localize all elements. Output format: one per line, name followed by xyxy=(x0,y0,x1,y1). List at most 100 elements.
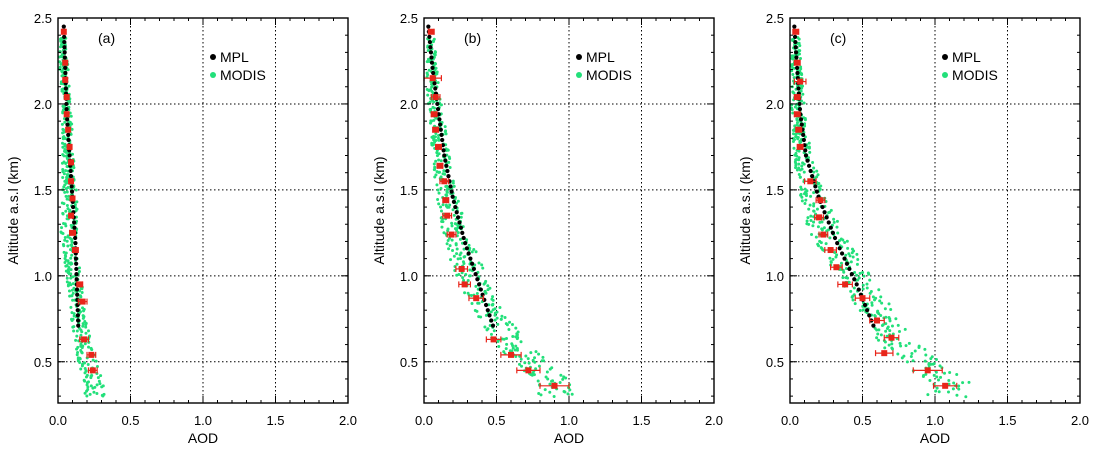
x-tick-label: 1.0 xyxy=(560,413,578,428)
modis-point xyxy=(469,293,473,297)
modis-point xyxy=(896,352,900,356)
modis-point xyxy=(98,382,102,386)
mean-marker xyxy=(76,281,83,288)
modis-point xyxy=(477,301,481,305)
modis-point xyxy=(795,168,799,172)
modis-point xyxy=(432,100,436,104)
modis-point xyxy=(427,68,431,72)
mean-marker xyxy=(827,247,834,254)
modis-point xyxy=(64,187,68,191)
x-tick-label: 1.5 xyxy=(266,413,284,428)
modis-point xyxy=(66,284,70,288)
modis-point xyxy=(934,370,938,374)
modis-point xyxy=(924,372,928,376)
modis-point xyxy=(100,393,104,397)
modis-point xyxy=(913,349,917,353)
modis-point xyxy=(888,319,892,323)
modis-point xyxy=(77,266,81,270)
modis-point xyxy=(861,283,865,287)
legend-label-modis: MODIS xyxy=(586,67,632,83)
modis-point xyxy=(514,326,518,330)
y-tick-label: 1.0 xyxy=(766,269,784,284)
modis-point xyxy=(436,197,440,201)
modis-point xyxy=(793,124,797,128)
modis-point xyxy=(807,207,811,211)
modis-point xyxy=(957,384,961,388)
panel-label: (c) xyxy=(830,30,846,46)
modis-point xyxy=(493,313,497,317)
mpl-point xyxy=(75,292,80,297)
legend-label-mpl: MPL xyxy=(220,49,249,65)
modis-point xyxy=(486,284,490,288)
modis-point xyxy=(70,294,74,298)
modis-point xyxy=(65,239,69,243)
y-tick-label: 0.5 xyxy=(766,355,784,370)
mpl-point xyxy=(426,24,431,29)
modis-point xyxy=(66,234,70,238)
modis-point xyxy=(65,280,69,284)
modis-point xyxy=(802,192,806,196)
mpl-point xyxy=(803,148,808,153)
modis-point xyxy=(90,348,94,352)
modis-point xyxy=(534,350,538,354)
mpl-point xyxy=(797,101,802,107)
modis-point xyxy=(426,93,430,97)
legend: MPL MODIS xyxy=(210,49,266,83)
mpl-point xyxy=(74,287,80,292)
x-axis-title: AOD xyxy=(188,430,218,446)
modis-point xyxy=(809,214,813,218)
modis-point xyxy=(801,92,805,96)
modis-point xyxy=(809,194,813,198)
mpl-point xyxy=(68,168,73,174)
modis-point xyxy=(877,288,881,292)
mean-marker xyxy=(833,264,840,271)
modis-point xyxy=(96,376,100,380)
modis-point xyxy=(448,244,452,248)
modis-point xyxy=(828,236,832,240)
modis-point xyxy=(451,208,455,212)
modis-point xyxy=(802,162,806,166)
modis-point xyxy=(447,247,451,251)
modis-point xyxy=(86,380,90,384)
modis-point xyxy=(799,57,803,61)
modis-point xyxy=(66,244,70,248)
mpl-point xyxy=(435,101,440,107)
modis-point xyxy=(851,298,855,302)
modis-point xyxy=(802,101,806,105)
modis-point xyxy=(932,373,936,377)
modis-point xyxy=(491,298,495,302)
modis-point xyxy=(84,323,88,327)
mpl-point xyxy=(65,117,70,122)
modis-means xyxy=(792,28,958,389)
modis-point xyxy=(60,122,64,126)
mpl-point xyxy=(72,220,77,225)
modis-point xyxy=(508,320,512,324)
mpl-point xyxy=(871,323,876,328)
modis-point xyxy=(484,291,488,295)
mean-marker xyxy=(72,247,79,254)
modis-point xyxy=(877,328,881,332)
modis-point xyxy=(811,224,815,228)
modis-point xyxy=(69,305,73,309)
modis-point xyxy=(561,377,565,381)
modis-point xyxy=(816,182,820,186)
modis-point xyxy=(75,347,79,351)
mpl-point xyxy=(73,241,78,246)
modis-point xyxy=(63,238,67,242)
y-tick-label: 1.5 xyxy=(400,183,418,198)
modis-point xyxy=(856,278,860,282)
modis-point xyxy=(64,224,68,228)
modis-point xyxy=(446,229,450,233)
mpl-point xyxy=(847,266,852,272)
mean-marker xyxy=(68,159,75,166)
modis-point xyxy=(890,324,894,328)
x-tick-label: 0.5 xyxy=(853,413,871,428)
mpl-point xyxy=(803,153,809,158)
modis-point xyxy=(498,306,502,310)
modis-point xyxy=(829,260,833,264)
modis-point xyxy=(889,307,893,311)
modis-point xyxy=(432,138,436,142)
modis-point xyxy=(529,351,533,355)
modis-point xyxy=(797,158,801,162)
modis-point xyxy=(865,282,869,286)
